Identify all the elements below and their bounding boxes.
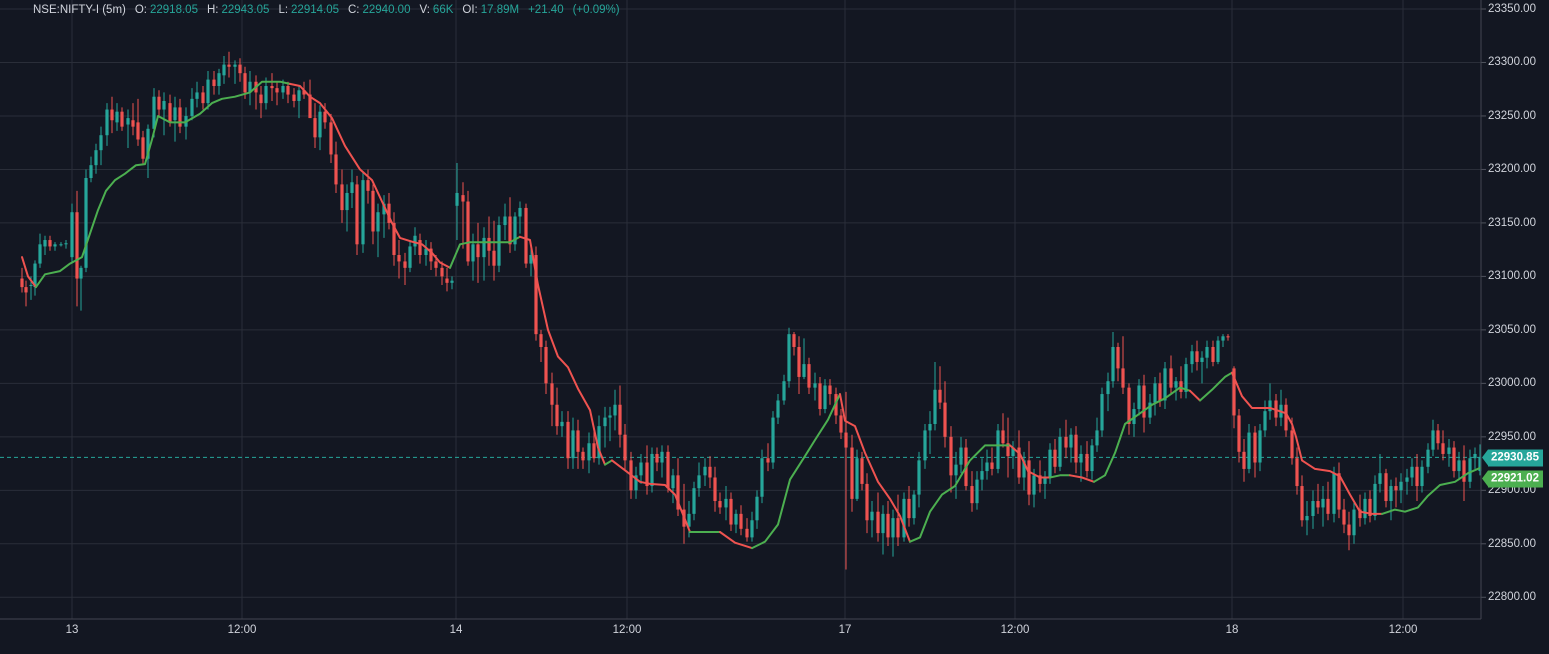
close-label: C: [348,4,360,16]
low-label: L: [278,4,289,16]
price-tick-label: 23150.00 [1488,216,1536,229]
high-value: 22943.05 [221,4,270,16]
time-tick-label: 12:00 [227,624,257,636]
price-tick-label: 23200.00 [1488,163,1536,176]
supertrend-line [21,80,1481,550]
oi-label: OI: [462,4,478,16]
ohlc-legend: NSE:NIFTY-I (5m) O: 22918.05 H: 22943.05… [33,4,629,16]
change-percent: (+0.09%) [572,4,620,16]
price-tick-label: 22800.00 [1488,591,1536,604]
time-tick-label: 12:00 [1000,624,1030,636]
price-tick-label: 22850.00 [1488,537,1536,550]
supertrend-value-tag: 22921.02 [1482,470,1543,488]
time-tick-label: 18 [1225,624,1239,636]
low-value: 22914.05 [291,4,339,16]
price-tick-label: 23050.00 [1488,323,1536,336]
open-label: O: [134,4,147,16]
open-value: 22918.05 [150,4,198,16]
oi-value: 17.89M [480,4,520,16]
time-tick-label: 17 [838,624,852,636]
price-tick-label: 22950.00 [1488,430,1536,443]
time-tick-label: 12:00 [1388,624,1418,636]
price-tick-label: 23350.00 [1488,3,1536,15]
volume-label: V: [419,4,430,16]
price-tick-label: 23250.00 [1488,109,1536,122]
time-tick-label: 13 [65,624,79,636]
candles [20,51,1482,570]
time-tick-label: 12:00 [612,624,642,636]
change-value: +21.40 [528,4,564,16]
axes [0,0,1486,620]
symbol-label[interactable]: NSE:NIFTY-I (5m) [33,4,126,16]
volume-value: 66K [432,4,454,16]
price-tick-label: 23300.00 [1488,56,1536,69]
price-tick-label: 23100.00 [1488,270,1536,283]
price-tick-label: 23000.00 [1488,377,1536,390]
high-label: H: [206,4,219,16]
close-value: 22940.00 [362,4,411,16]
grid-lines [0,0,1481,619]
time-tick-label: 14 [449,624,463,636]
last-price-tag: 22930.85 [1482,449,1543,467]
